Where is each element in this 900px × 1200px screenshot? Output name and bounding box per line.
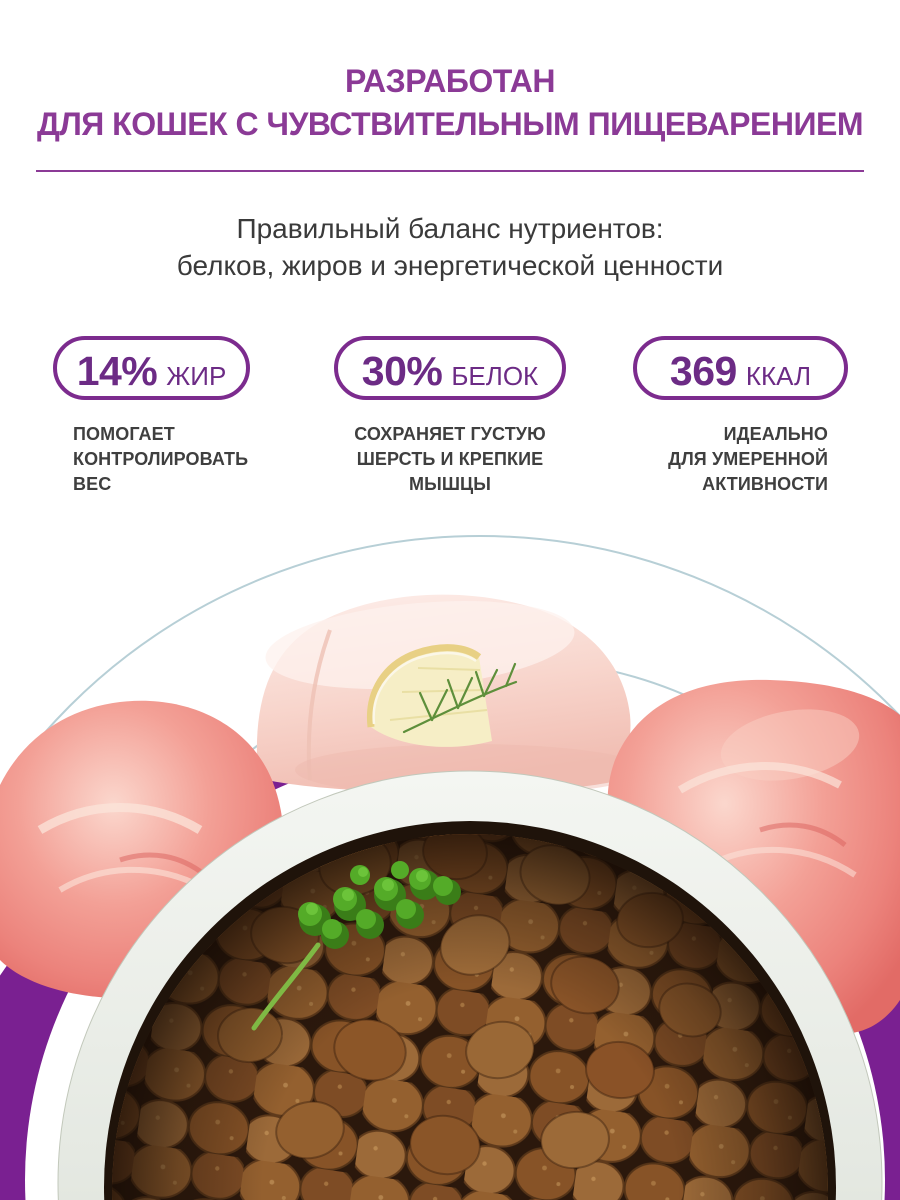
fat-description: ПОМОГАЕТ КОНТРОЛИРОВАТЬ ВЕС bbox=[73, 424, 249, 494]
nutrient-badge-protein: 30% БЕЛОК СОХРАНЯЕТ ГУСТУЮ ШЕРСТЬ И КРЕП… bbox=[325, 336, 575, 497]
fat-pill: 14% ЖИР bbox=[53, 336, 250, 400]
dill-sprig bbox=[402, 662, 518, 734]
nutrient-badge-kcal: 369 ККАЛ ИДЕАЛЬНО ДЛЯ УМЕРЕННОЙ АКТИВНОС… bbox=[630, 336, 848, 497]
lemon-slice bbox=[366, 644, 492, 747]
protein-value: 30% bbox=[361, 348, 443, 394]
protein-pill: 30% БЕЛОК bbox=[334, 336, 566, 400]
title-line-2: ДЛЯ КОШЕК С ЧУВСТВИТЕЛЬНЫМ ПИЩЕВАРЕНИЕМ bbox=[37, 106, 863, 142]
kibble bbox=[112, 834, 828, 1200]
kcal-unit: ККАЛ bbox=[745, 361, 812, 391]
kcal-value: 369 bbox=[669, 348, 737, 394]
protein-description: СОХРАНЯЕТ ГУСТУЮ ШЕРСТЬ И КРЕПКИЕ МЫШЦЫ bbox=[354, 424, 546, 494]
kcal-pill: 369 ККАЛ bbox=[633, 336, 848, 400]
parsley-garnish bbox=[251, 861, 461, 1031]
intro-line-1: Правильный баланс нутриентов: bbox=[236, 213, 664, 244]
intro-line-2: белков, жиров и энергетической ценности bbox=[176, 250, 724, 281]
kcal-description: ИДЕАЛЬНО ДЛЯ УМЕРЕННОЙ АКТИВНОСТИ bbox=[668, 424, 828, 494]
divider-line bbox=[36, 170, 864, 172]
fat-unit: ЖИР bbox=[166, 361, 227, 391]
title-line-1: РАЗРАБОТАН bbox=[345, 63, 555, 99]
decor-circle-outer bbox=[0, 535, 900, 793]
nutrient-badge-fat: 14% ЖИР ПОМОГАЕТ КОНТРОЛИРОВАТЬ ВЕС bbox=[53, 336, 253, 497]
fat-value: 14% bbox=[76, 348, 158, 394]
intro-text: Правильный баланс нутриентов: белков, жи… bbox=[0, 210, 900, 284]
product-photo bbox=[0, 535, 900, 1200]
nutrient-badges: 14% ЖИР ПОМОГАЕТ КОНТРОЛИРОВАТЬ ВЕС 30% … bbox=[0, 336, 900, 511]
protein-unit: БЕЛОК bbox=[451, 361, 539, 391]
pet-food-bowl bbox=[57, 770, 883, 1200]
page-title: РАЗРАБОТАН ДЛЯ КОШЕК С ЧУВСТВИТЕЛЬНЫМ ПИ… bbox=[0, 60, 900, 146]
